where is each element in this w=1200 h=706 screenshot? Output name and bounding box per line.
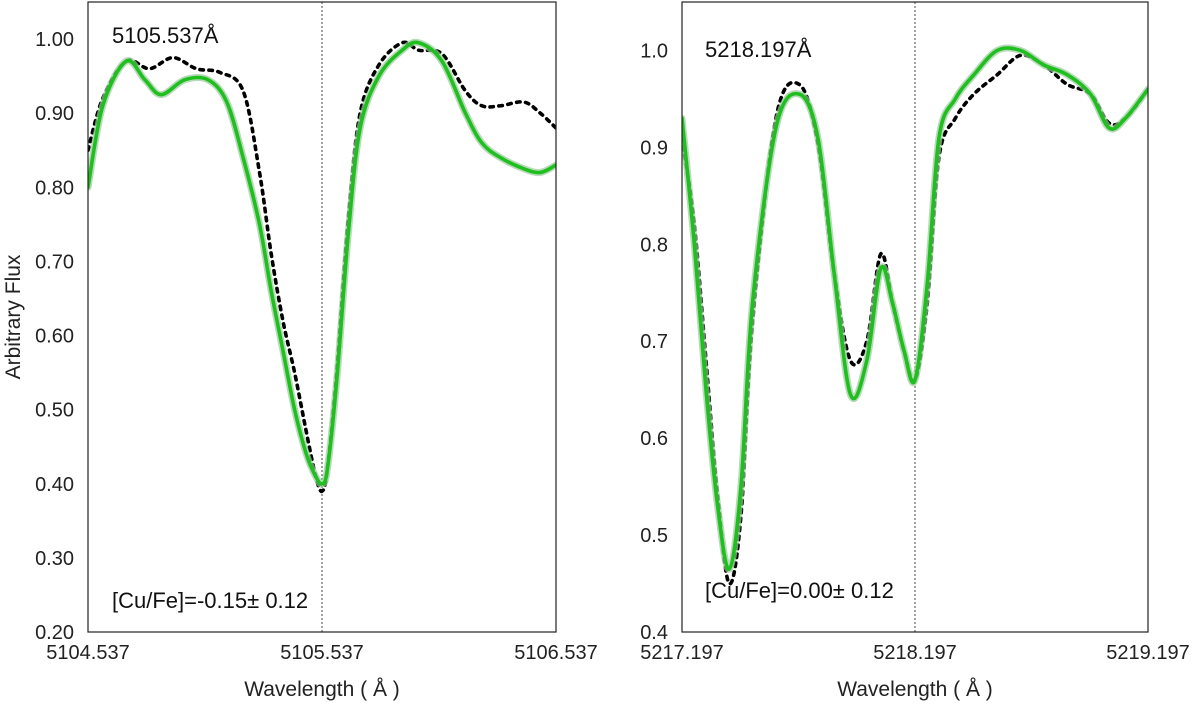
y-tick-label: 0.9 (640, 137, 668, 159)
x-axis-label: Wavelength ( Å ) (244, 678, 400, 701)
plot-area (682, 44, 1148, 586)
synthetic-spectrum-line (682, 46, 1148, 571)
y-tick-label: 0.70 (35, 251, 74, 273)
y-tick-label: 0.20 (35, 622, 74, 644)
y-tick-label: 0.90 (35, 103, 74, 125)
axes-frame (681, 1, 1149, 633)
x-tick-label: 5106.537 (514, 642, 597, 664)
x-tick-label: 5219.197 (1106, 642, 1189, 664)
left-spectrum-panel: 0.20 0.30 0.40 0.50 0.60 0.70 0.80 0.90 1.00 5104… (2, 1, 598, 701)
x-tick-label: 5218.197 (873, 642, 956, 664)
abundance-result-annotation: [Cu/Fe]=0.00± 0.12 (705, 578, 894, 603)
y-tick-label: 0.50 (35, 400, 74, 422)
axes-frame (87, 1, 557, 633)
y-tick-label: 0.80 (35, 177, 74, 199)
line-wavelength-annotation: 5105.537Å (112, 23, 219, 48)
y-axis-label: Arbitrary Flux (2, 254, 25, 379)
y-tick-label: 1.0 (640, 40, 668, 62)
y-tick-label: 0.30 (35, 548, 74, 570)
y-tick-label: 0.8 (640, 234, 668, 256)
line-wavelength-annotation: 5218.197Å (705, 37, 812, 62)
y-tick-label: 0.7 (640, 331, 668, 353)
y-tick-label: 0.6 (640, 428, 668, 450)
y-tick-label: 0.4 (640, 622, 668, 644)
y-tick-label: 1.00 (35, 29, 74, 51)
x-tick-label: 5105.537 (280, 642, 363, 664)
x-tick-label: 5104.537 (46, 642, 129, 664)
synthetic-spectrum-line (88, 40, 556, 486)
plot-area (88, 38, 556, 494)
y-tick-label: 0.40 (35, 474, 74, 496)
x-axis-label: Wavelength ( Å ) (837, 678, 993, 701)
observed-data-point (172, 57, 174, 59)
y-tick-label: 0.60 (35, 326, 74, 348)
right-spectrum-panel: 0.4 0.5 0.6 0.7 0.8 0.9 1.0 5217.197 5218.197 521… (640, 1, 1190, 701)
abundance-result-annotation: [Cu/Fe]=-0.15± 0.12 (112, 588, 308, 613)
observed-spectrum-line (88, 40, 556, 494)
x-tick-label: 5217.197 (640, 642, 723, 664)
y-tick-label: 0.5 (640, 525, 668, 547)
